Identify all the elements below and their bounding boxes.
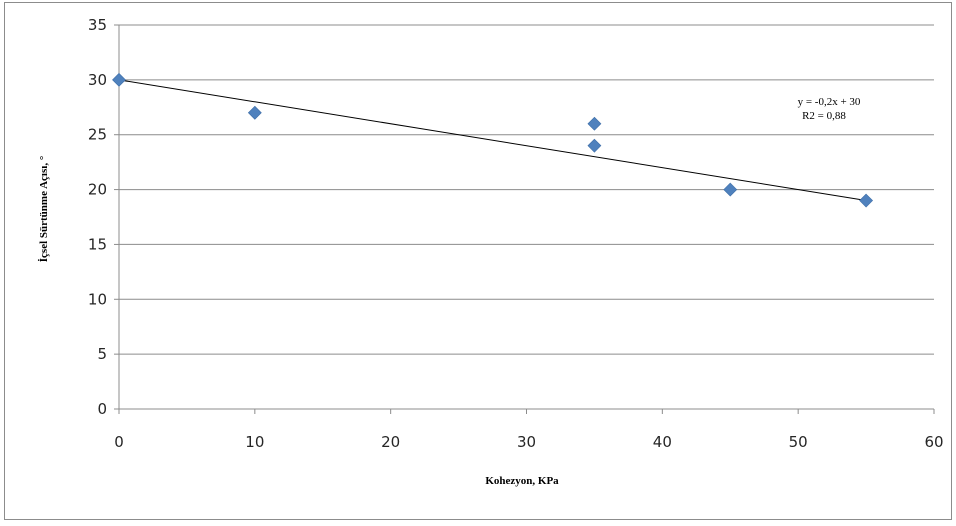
x-tick-label-0: 0: [114, 433, 124, 451]
x-axis-tick-labels: 0 10 20 30 40 50 60: [114, 433, 943, 451]
data-point-2: [587, 116, 602, 131]
gridlines: [119, 24, 934, 355]
trendline-equation: y = -0,2x + 30: [798, 96, 861, 108]
data-point-3: [587, 138, 602, 153]
trendline: [118, 79, 867, 202]
y-tick-label-10: 10: [88, 290, 107, 308]
chart-frame: 0 5 10 15 20 25 30 35 0 10 20 30 40 50 60 y = -0,2x +…: [4, 2, 952, 520]
trendline-group: [118, 79, 867, 202]
scatter-chart: 0 5 10 15 20 25 30 35 0 10 20 30 40 50 60 y = -0,2x +…: [38, 16, 944, 487]
x-tick-label-20: 20: [381, 433, 400, 451]
x-tick-label-30: 30: [517, 433, 536, 451]
y-tick-label-5: 5: [97, 345, 107, 363]
data-points: [112, 72, 874, 208]
trendline-r2: R2 = 0,88: [802, 110, 846, 122]
data-point-4: [723, 182, 738, 197]
y-axis-title: İçsel Sürtünme Açısı, °: [38, 156, 50, 262]
y-axis-tick-labels: 0 5 10 15 20 25 30 35: [88, 16, 107, 418]
y-tick-label-20: 20: [88, 181, 107, 199]
data-point-5: [859, 193, 874, 208]
axes: [114, 24, 935, 414]
x-tick-label-60: 60: [924, 433, 943, 451]
x-tick-label-40: 40: [653, 433, 672, 451]
y-tick-label-30: 30: [88, 71, 107, 89]
x-axis-title: Kohezyon, KPa: [485, 475, 559, 487]
x-tick-label-50: 50: [789, 433, 808, 451]
data-point-1: [247, 105, 262, 120]
x-tick-label-10: 10: [245, 433, 264, 451]
y-tick-label-0: 0: [97, 400, 107, 418]
y-tick-label-35: 35: [88, 16, 107, 34]
data-point-0: [112, 72, 126, 87]
y-tick-label-15: 15: [88, 235, 107, 253]
y-tick-label-25: 25: [88, 126, 107, 144]
